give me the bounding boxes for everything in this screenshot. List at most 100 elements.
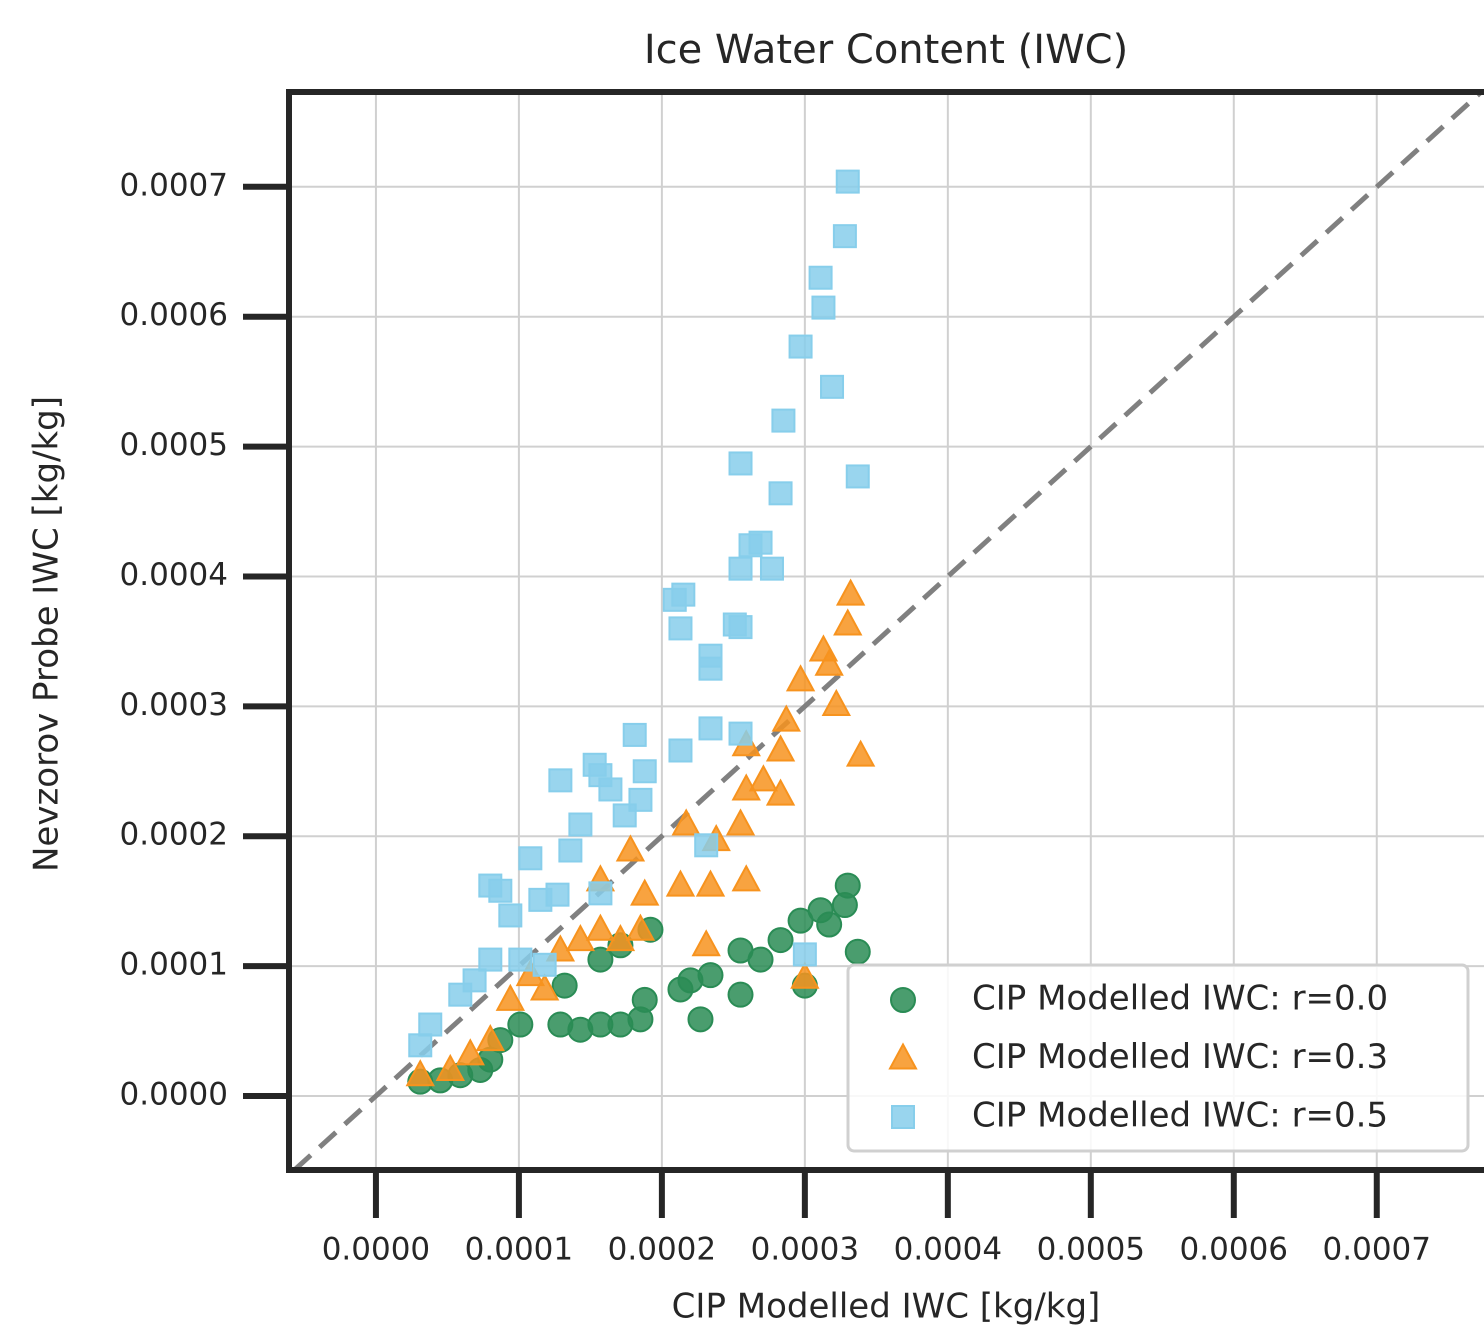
x-tick-label: 0.0006 xyxy=(1180,1232,1288,1268)
point xyxy=(668,738,693,763)
point xyxy=(844,938,871,965)
point xyxy=(811,295,836,320)
grid xyxy=(289,92,1484,1170)
point xyxy=(728,615,753,640)
x-tick-label: 0.0004 xyxy=(894,1232,1002,1268)
point xyxy=(727,981,754,1008)
point xyxy=(408,1033,433,1058)
point xyxy=(834,872,861,899)
point xyxy=(548,768,573,793)
point xyxy=(508,947,533,972)
legend-label: CIP Modelled IWC: r=0.5 xyxy=(972,1096,1388,1136)
point xyxy=(625,913,656,941)
point xyxy=(478,947,503,972)
point xyxy=(767,927,794,954)
point xyxy=(731,864,761,892)
point xyxy=(507,1011,534,1038)
point xyxy=(691,929,721,957)
legend-marker xyxy=(890,987,916,1013)
y-tick-label: 0.0004 xyxy=(120,557,228,593)
point xyxy=(598,777,623,802)
point xyxy=(405,1059,435,1087)
point xyxy=(605,924,636,952)
point xyxy=(631,986,658,1013)
x-tick-label: 0.0007 xyxy=(1323,1232,1431,1268)
point xyxy=(587,946,614,973)
point xyxy=(529,973,560,1001)
point xyxy=(687,1006,714,1033)
legend-box xyxy=(846,963,1470,1153)
axes: 0.0000 0.0001 0.0002 0.0003 0.0004 0.0005 0.00… xyxy=(120,89,1484,1268)
legend-marker xyxy=(888,1042,918,1070)
point xyxy=(694,833,719,858)
point xyxy=(588,881,613,906)
point xyxy=(765,778,796,806)
point xyxy=(665,869,696,897)
point xyxy=(545,882,570,907)
point xyxy=(808,265,833,290)
y-tick-label: 0.0001 xyxy=(120,947,228,983)
point xyxy=(845,739,876,767)
point xyxy=(455,1038,485,1066)
point xyxy=(551,972,578,999)
point xyxy=(728,556,753,581)
point xyxy=(518,846,543,871)
point xyxy=(488,878,513,903)
point xyxy=(820,374,845,399)
point xyxy=(671,582,696,607)
y-tick-label: 0.0000 xyxy=(120,1076,228,1112)
point xyxy=(632,759,657,784)
point xyxy=(768,481,793,506)
plot-area xyxy=(292,92,1483,1170)
point xyxy=(785,664,816,692)
y-tick-label: 0.0002 xyxy=(120,817,228,853)
point xyxy=(792,942,817,967)
point xyxy=(558,838,583,863)
point xyxy=(814,648,844,676)
point xyxy=(816,911,843,938)
point xyxy=(532,952,557,977)
point xyxy=(771,408,796,433)
y-tick-label: 0.0003 xyxy=(120,687,228,723)
plot-frame xyxy=(286,89,1484,1173)
reference-line xyxy=(292,92,1483,1170)
y-tick-label: 0.0007 xyxy=(120,167,228,203)
legend-label: CIP Modelled IWC: r=0.0 xyxy=(972,979,1388,1019)
point xyxy=(790,961,820,989)
point xyxy=(765,734,796,762)
point xyxy=(771,704,801,732)
point xyxy=(565,924,596,952)
point xyxy=(833,608,863,636)
point xyxy=(498,903,523,928)
point xyxy=(835,169,860,194)
y-tick-label: 0.0006 xyxy=(120,297,228,333)
point xyxy=(615,834,646,862)
point xyxy=(695,869,726,897)
point xyxy=(568,812,593,837)
point xyxy=(628,787,653,812)
point xyxy=(698,716,723,741)
point xyxy=(725,808,756,836)
point xyxy=(585,913,616,941)
point xyxy=(698,656,723,681)
point xyxy=(622,722,647,747)
point xyxy=(630,878,660,906)
x-tick-label: 0.0001 xyxy=(465,1232,573,1268)
point xyxy=(668,616,693,641)
point xyxy=(462,968,487,993)
point xyxy=(728,451,753,476)
point xyxy=(435,1053,465,1081)
point xyxy=(475,1024,505,1052)
point xyxy=(697,962,724,989)
point xyxy=(495,983,526,1011)
chart-title: Ice Water Content (IWC) xyxy=(644,27,1128,73)
point xyxy=(788,334,813,359)
x-tick-label: 0.0005 xyxy=(1037,1232,1145,1268)
point xyxy=(821,688,851,717)
point xyxy=(832,224,857,249)
legend-label: CIP Modelled IWC: r=0.3 xyxy=(972,1037,1388,1077)
point xyxy=(671,808,701,836)
point xyxy=(835,578,866,606)
point xyxy=(845,464,870,489)
